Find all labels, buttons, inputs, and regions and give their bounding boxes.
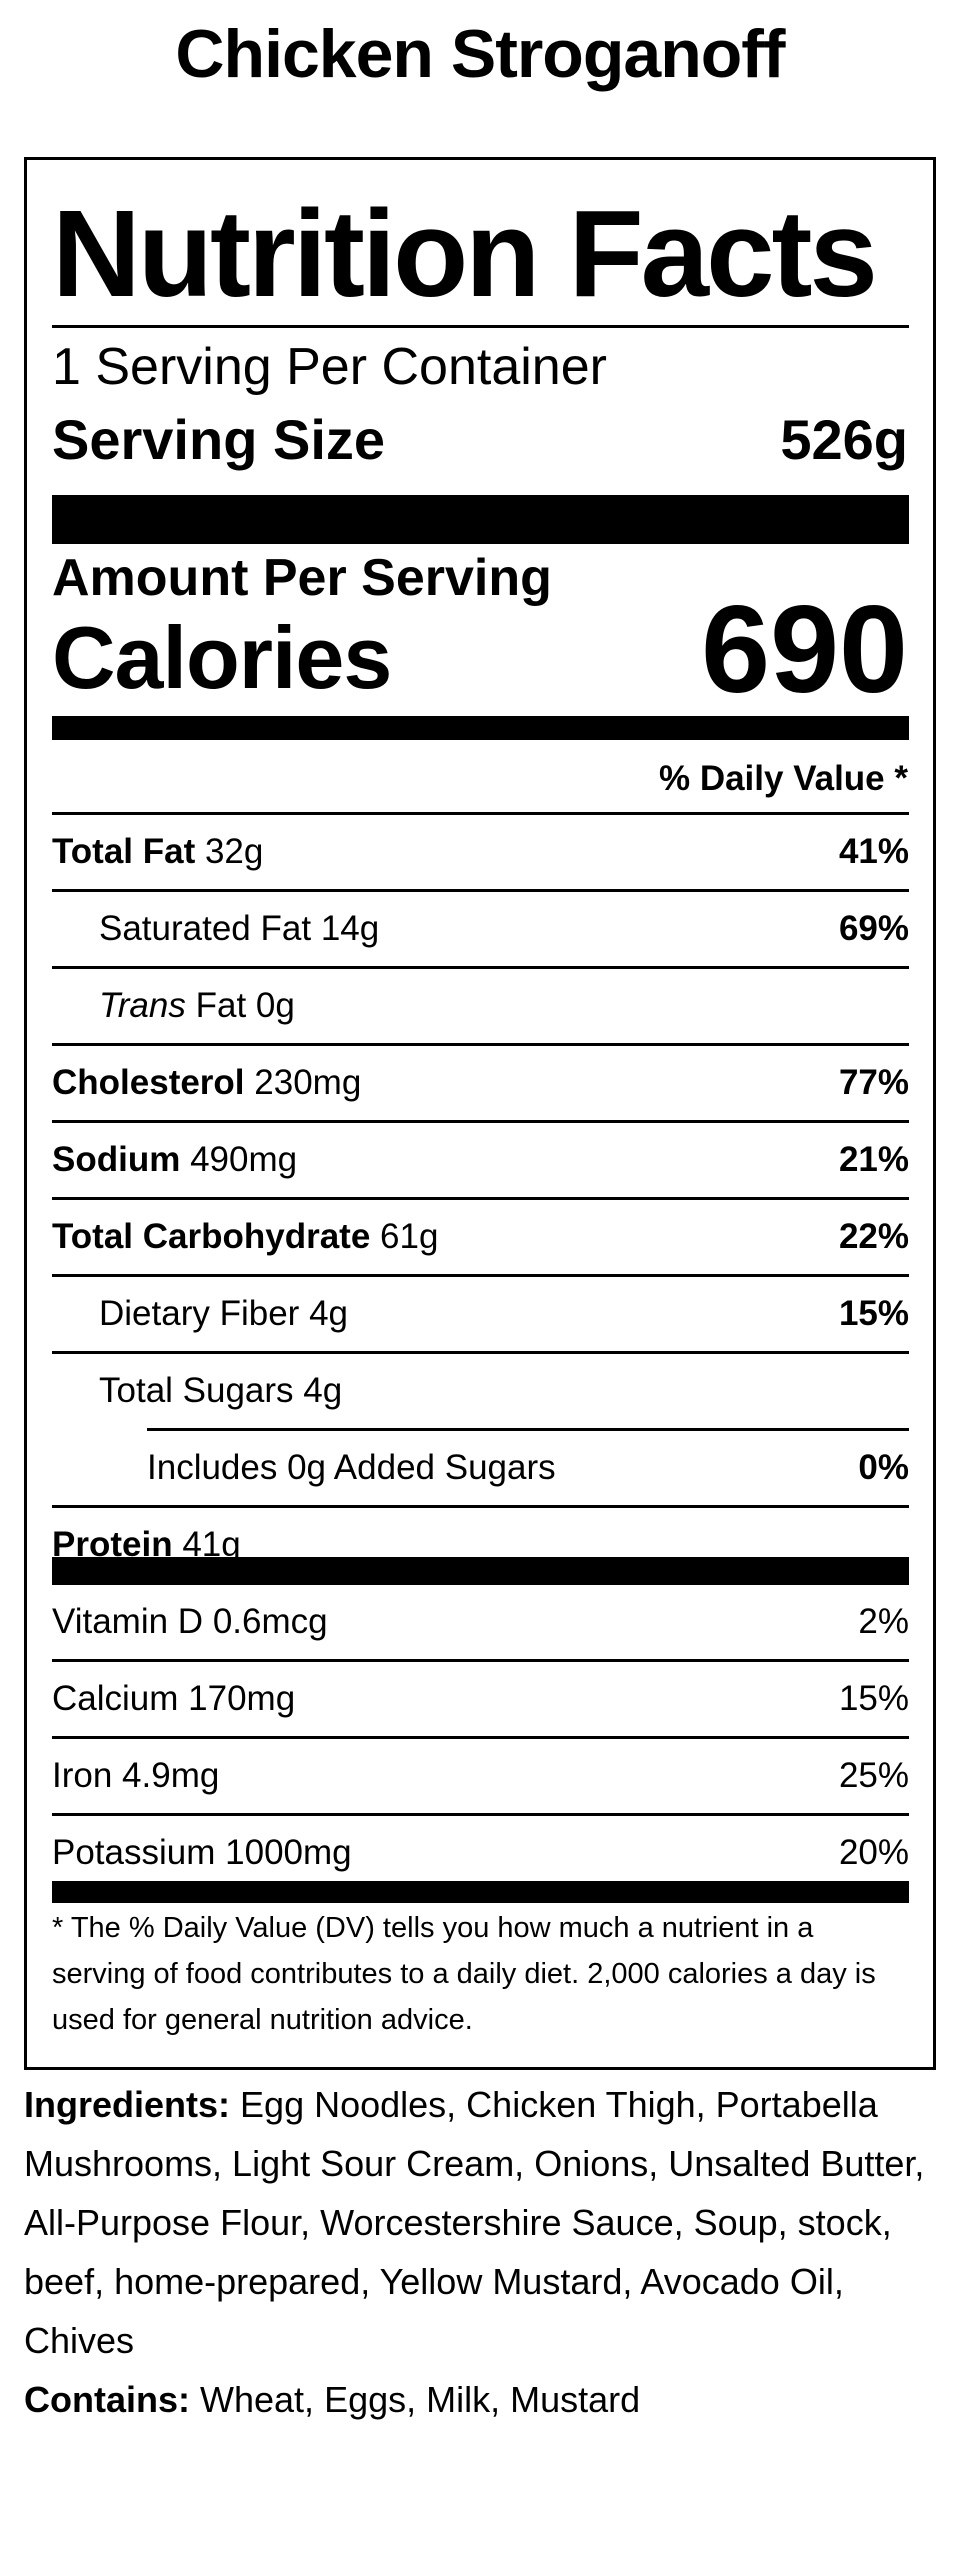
vitamin-row-calcium: Calcium 170mg 15% — [52, 1662, 909, 1736]
nutrient-dv: 15% — [838, 1294, 909, 1333]
calories-label: Calories — [52, 608, 392, 707]
nutrient-name: Calcium 170mg — [52, 1679, 296, 1718]
nutrient-name: Dietary Fiber 4g — [99, 1294, 348, 1333]
divider — [52, 1659, 909, 1662]
nutrient-row-total-sugars: Total Sugars 4g — [99, 1354, 909, 1428]
contains-label: Contains: — [24, 2379, 190, 2420]
nutrient-name: Trans Fat 0g — [99, 986, 295, 1025]
calories-value: 690 — [701, 581, 908, 719]
allergen-statement: Contains: Wheat, Eggs, Milk, Mustard — [24, 2370, 936, 2429]
nutrient-name: Total Sugars 4g — [99, 1371, 343, 1410]
vitamin-row-potassium: Potassium 1000mg 20% — [52, 1816, 909, 1890]
divider — [52, 889, 909, 892]
nutrient-name: Total Fat 32g — [52, 832, 264, 871]
ingredients-statement: Ingredients: Egg Noodles, Chicken Thigh,… — [24, 2075, 936, 2370]
divider — [52, 1505, 909, 1508]
nutrient-row-total-carbohydrate: Total Carbohydrate 61g 22% — [52, 1200, 909, 1274]
nutrient-dv: 20% — [838, 1833, 909, 1872]
nutrient-dv: 2% — [858, 1602, 909, 1641]
nutrient-row-sodium: Sodium 490mg 21% — [52, 1123, 909, 1197]
divider — [52, 325, 909, 328]
nutrient-dv: 0% — [858, 1448, 909, 1487]
nutrient-name: Vitamin D 0.6mcg — [52, 1602, 328, 1641]
serving-size-label: Serving Size — [52, 408, 386, 471]
nutrient-row-dietary-fiber: Dietary Fiber 4g 15% — [99, 1277, 909, 1351]
ingredients-text: Egg Noodles, Chicken Thigh, Portabella M… — [24, 2084, 925, 2361]
nutrient-dv: 77% — [838, 1063, 909, 1102]
serving-size-value: 526g — [780, 408, 908, 471]
nutrient-dv: 25% — [838, 1756, 909, 1795]
nutrient-dv: 41% — [838, 832, 909, 871]
divider — [52, 1043, 909, 1046]
nutrient-name: Potassium 1000mg — [52, 1833, 352, 1872]
divider — [147, 1428, 909, 1431]
nutrient-dv: 69% — [838, 909, 909, 948]
nutrient-dv: 21% — [838, 1140, 909, 1179]
medium-divider — [52, 716, 909, 740]
vitamin-row-vitamin-d: Vitamin D 0.6mcg 2% — [52, 1585, 909, 1659]
nutrition-facts-label: Nutrition Facts 1 Serving Per Container … — [24, 157, 936, 2070]
nutrient-row-total-fat: Total Fat 32g 41% — [52, 815, 909, 889]
divider — [52, 1274, 909, 1277]
nutrition-facts-heading: Nutrition Facts — [52, 186, 878, 323]
recipe-title: Chicken Stroganoff — [175, 16, 785, 92]
vitamin-row-iron: Iron 4.9mg 25% — [52, 1739, 909, 1813]
medium-divider — [52, 1881, 909, 1903]
contains-text: Wheat, Eggs, Milk, Mustard — [200, 2379, 641, 2420]
nutrient-name: Sodium 490mg — [52, 1140, 298, 1179]
divider — [52, 812, 909, 815]
nutrient-name: Includes 0g Added Sugars — [147, 1448, 556, 1487]
nutrient-row-saturated-fat: Saturated Fat 14g 69% — [99, 892, 909, 966]
daily-value-header: % Daily Value * — [658, 759, 908, 798]
nutrient-row-added-sugars: Includes 0g Added Sugars 0% — [147, 1431, 909, 1505]
divider — [52, 966, 909, 969]
nutrient-name: Saturated Fat 14g — [99, 909, 380, 948]
divider — [52, 1197, 909, 1200]
divider — [52, 1120, 909, 1123]
nutrient-name: Total Carbohydrate 61g — [52, 1217, 439, 1256]
thick-divider — [52, 495, 909, 544]
nutrient-row-trans-fat: Trans Fat 0g — [99, 969, 909, 1043]
divider — [52, 1351, 909, 1354]
servings-per-container: 1 Serving Per Container — [52, 338, 607, 396]
nutrient-row-cholesterol: Cholesterol 230mg 77% — [52, 1046, 909, 1120]
ingredients-label: Ingredients: — [24, 2084, 231, 2125]
divider — [52, 1813, 909, 1816]
daily-value-footnote: * The % Daily Value (DV) tells you how m… — [52, 1912, 876, 2036]
thick-divider — [52, 1557, 909, 1585]
nutrient-name: Cholesterol 230mg — [52, 1063, 362, 1102]
amount-per-serving: Amount Per Serving — [52, 549, 552, 607]
divider — [52, 1736, 909, 1739]
nutrient-dv: 15% — [838, 1679, 909, 1718]
nutrient-dv: 22% — [838, 1217, 909, 1256]
nutrient-name: Iron 4.9mg — [52, 1756, 220, 1795]
